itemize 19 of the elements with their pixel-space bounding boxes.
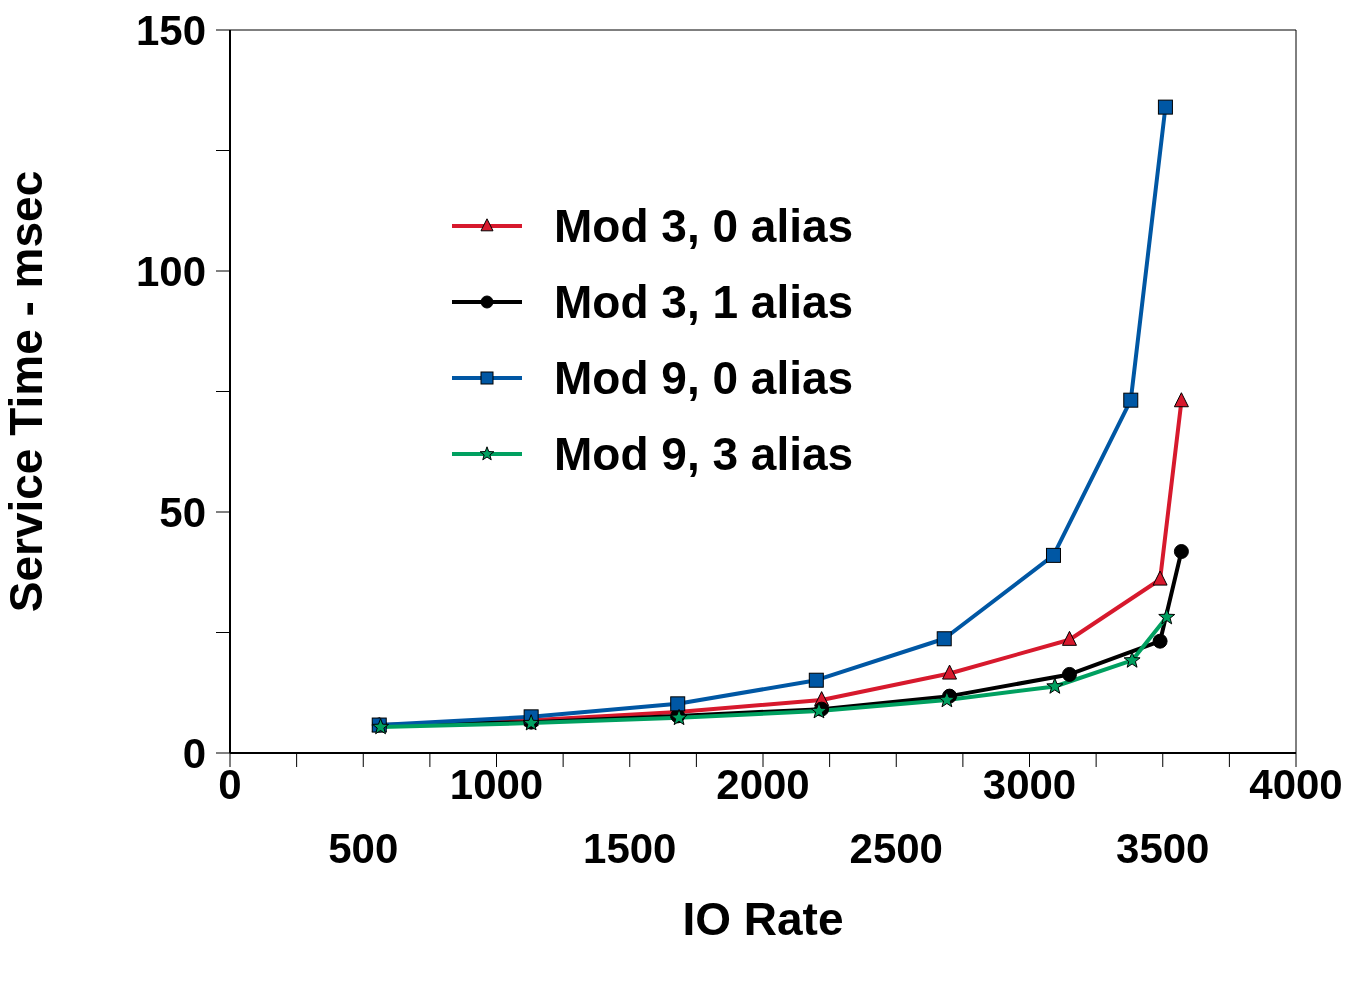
x-axis-title: IO Rate xyxy=(682,893,844,945)
x2-tick-label: 500 xyxy=(328,825,399,872)
x2-tick-label: 3500 xyxy=(1116,825,1210,872)
y-axis-title: Service Time - msec xyxy=(0,170,53,613)
y-tick-label: 150 xyxy=(135,7,206,54)
x-tick-label: 0 xyxy=(218,761,242,808)
x-tick-label: 3000 xyxy=(982,761,1077,808)
legend-label: Mod 3, 1 alias xyxy=(554,275,854,329)
legend-label: Mod 9, 0 alias xyxy=(554,351,854,405)
x-tick-label: 2000 xyxy=(716,761,810,808)
y-tick-label: 100 xyxy=(135,248,206,295)
x-tick-label: 4000 xyxy=(1249,761,1343,808)
x2-tick-label: 1500 xyxy=(583,825,677,872)
legend-label: Mod 9, 3 alias xyxy=(554,427,854,481)
x2-tick-label: 2500 xyxy=(849,825,943,872)
y-tick-label: 0 xyxy=(182,730,206,777)
y-tick-label: 50 xyxy=(159,489,206,536)
x-tick-label: 1000 xyxy=(449,761,544,808)
legend-label: Mod 3, 0 alias xyxy=(554,199,854,253)
